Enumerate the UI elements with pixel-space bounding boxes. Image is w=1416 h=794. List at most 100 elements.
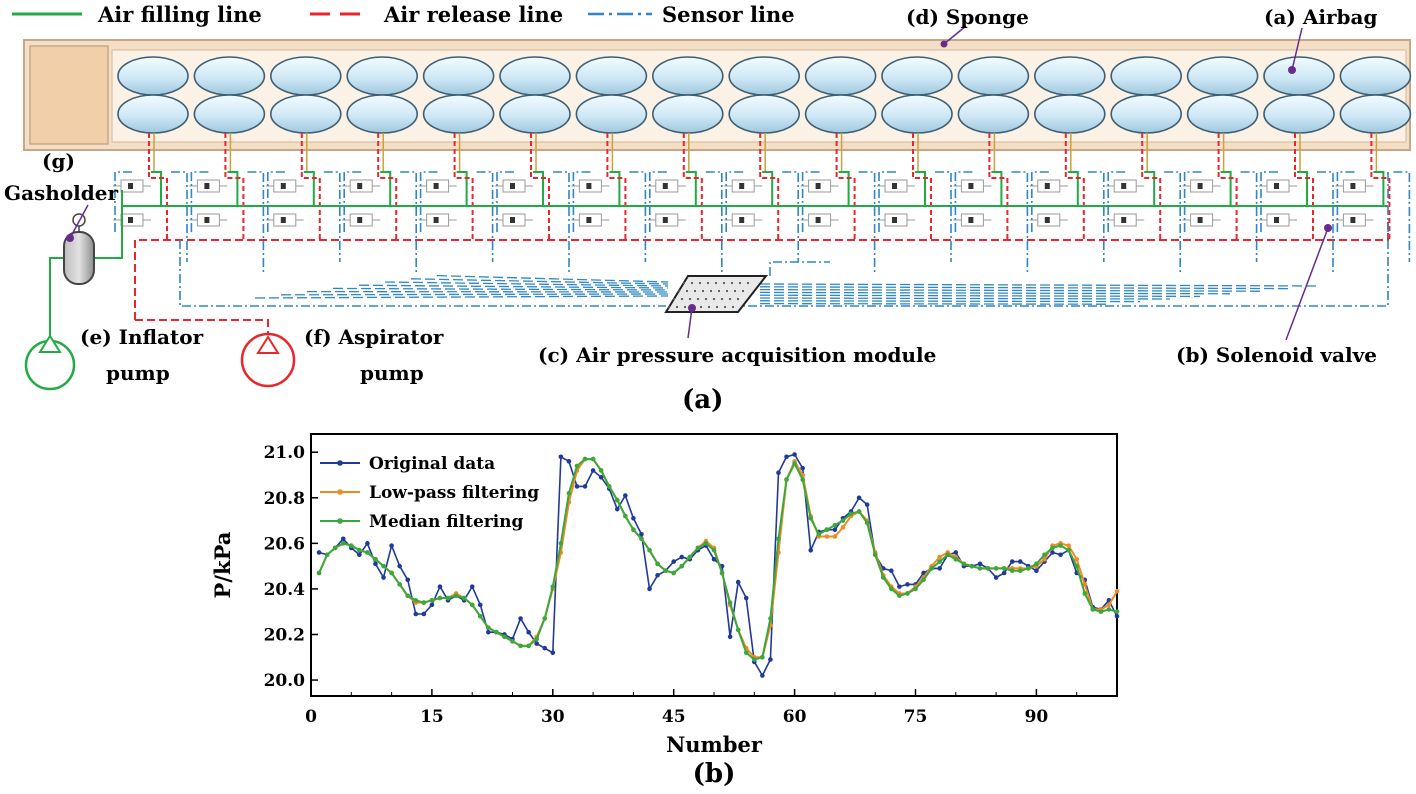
data-point — [655, 572, 660, 578]
data-point — [534, 636, 539, 642]
airbag — [1339, 94, 1412, 134]
solenoid-valve-icon — [1106, 213, 1145, 227]
airbag — [1339, 56, 1412, 96]
data-point — [921, 570, 926, 576]
data-point — [937, 566, 942, 571]
airbag — [1034, 94, 1106, 134]
data-point — [808, 547, 814, 553]
data-point — [1106, 607, 1112, 612]
aspirator-pump-label-line2: pump — [360, 361, 424, 385]
data-point — [574, 463, 580, 469]
data-point — [542, 616, 548, 621]
data-point — [1017, 568, 1023, 573]
series-layer — [316, 452, 1120, 678]
data-point — [719, 570, 725, 576]
x-tick-label: 0 — [305, 707, 317, 727]
airbag — [193, 56, 266, 96]
data-point — [647, 586, 652, 592]
sensor-wiring — [114, 171, 1411, 307]
data-point — [880, 575, 886, 580]
data-point — [655, 561, 660, 567]
solenoid-valve-icon — [724, 179, 763, 193]
data-point — [606, 484, 612, 489]
data-point — [1074, 563, 1079, 569]
data-point — [324, 552, 330, 558]
solenoid-valve-icon — [495, 179, 533, 193]
data-point — [389, 543, 394, 548]
airbag — [1110, 94, 1182, 134]
y-axis-label: P/kPa — [210, 531, 235, 598]
data-point — [445, 595, 451, 601]
data-point — [735, 579, 741, 585]
sponge-end-block — [29, 45, 109, 145]
data-point — [703, 541, 709, 546]
airbag — [117, 56, 189, 96]
data-point — [623, 493, 628, 498]
data-point — [429, 598, 435, 603]
x-tick-label: 45 — [662, 707, 686, 727]
solenoid-valve-icon — [1029, 179, 1068, 193]
solenoid-valve-icon — [113, 213, 151, 227]
y-tick-label: 20.6 — [264, 534, 305, 554]
airbag — [575, 94, 648, 134]
legend-marker — [337, 489, 343, 495]
airbag — [1110, 56, 1182, 96]
data-point — [1017, 559, 1023, 564]
chart-legend: Original data Low-pass filtering Median fi… — [320, 454, 539, 532]
data-point — [1114, 588, 1120, 594]
air-release-pipe — [134, 222, 1389, 336]
data-point — [1090, 607, 1096, 612]
airbag — [346, 56, 419, 96]
data-point — [743, 650, 749, 656]
data-point — [961, 561, 967, 567]
gasholder-label: Gasholder — [4, 181, 118, 205]
data-point — [518, 643, 523, 649]
y-tick-label: 20.8 — [264, 489, 305, 509]
data-point — [349, 543, 354, 548]
solenoid-valve-icon — [189, 179, 228, 193]
data-point — [687, 554, 693, 560]
data-point — [405, 593, 411, 599]
legend-marker — [337, 460, 343, 466]
data-point — [792, 461, 797, 466]
aspirator-pump — [240, 332, 296, 388]
data-point — [582, 456, 588, 462]
acquisition-module — [664, 275, 769, 339]
x-tick-label: 90 — [1025, 707, 1049, 727]
series-median-filtering — [316, 456, 1120, 662]
data-point — [897, 584, 902, 589]
airbag — [651, 94, 724, 134]
solenoid-valve-icon — [1182, 179, 1221, 193]
data-point — [389, 570, 394, 576]
schematic-diagram: Air filling line Air release line Sensor… — [4, 2, 1412, 415]
airbag — [804, 94, 877, 134]
data-point — [461, 595, 467, 601]
data-point — [502, 634, 507, 640]
data-point — [800, 477, 805, 482]
data-point — [1026, 566, 1031, 571]
data-point — [832, 534, 838, 539]
solenoid-valve-icon — [495, 213, 533, 227]
data-point — [856, 495, 862, 501]
data-point — [776, 470, 781, 476]
data-point — [639, 536, 644, 542]
data-point — [582, 484, 588, 489]
data-point — [574, 484, 580, 489]
data-point — [848, 511, 854, 517]
solenoid-valve-icon — [189, 213, 228, 227]
data-point — [872, 552, 878, 558]
data-point — [977, 561, 983, 567]
airbag-array — [117, 56, 1412, 134]
data-point — [453, 593, 459, 599]
data-point — [1009, 559, 1015, 564]
legend-fill-line-label: Air filling line — [97, 2, 262, 27]
solenoid-valve-icon — [800, 213, 839, 227]
sponge-label: (d) Sponge — [906, 5, 1029, 29]
data-point — [421, 600, 427, 605]
solenoid-valve-icon — [877, 213, 915, 227]
data-point — [760, 654, 765, 660]
y-tick-label: 20.0 — [264, 671, 306, 691]
airbag — [728, 94, 801, 134]
line-legend: Air filling line Air release line Sensor… — [12, 2, 795, 27]
data-point — [864, 502, 870, 507]
